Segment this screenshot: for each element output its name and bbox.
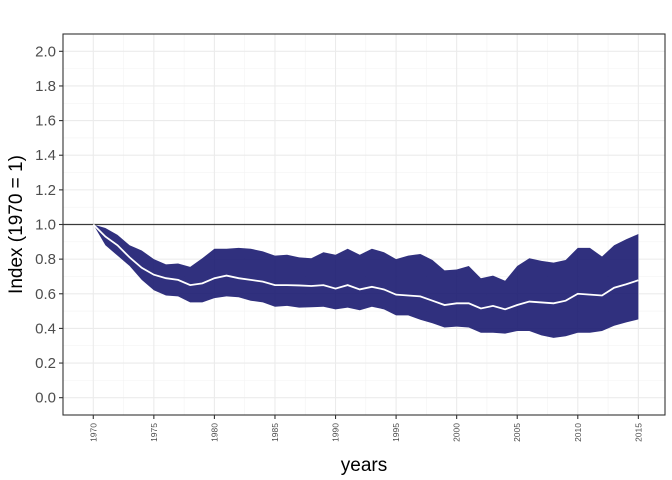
x-tick-label: 2005 — [512, 423, 522, 442]
y-tick-label: 1.0 — [35, 217, 56, 234]
x-axis: 1970 1975 1980 1985 1990 1995 2000 2005 2010 2015 — [88, 415, 643, 442]
x-tick-label: 1985 — [270, 423, 280, 442]
y-tick-label: 0.4 — [35, 320, 56, 337]
x-tick-label: 1995 — [391, 423, 401, 442]
y-tick-label: 1.6 — [35, 113, 56, 130]
y-axis-title: Index (1970 = 1) — [6, 155, 27, 294]
x-axis-title: years — [341, 455, 387, 476]
y-tick-label: 0.6 — [35, 286, 56, 303]
y-tick-label: 1.4 — [35, 147, 56, 164]
x-tick-label: 1975 — [149, 423, 159, 442]
y-tick-label: 1.2 — [35, 182, 56, 199]
x-tick-label: 2000 — [452, 423, 462, 442]
confidence-band — [93, 224, 639, 338]
y-tick-label: 2.0 — [35, 43, 56, 60]
y-tick-label: 0.0 — [35, 390, 56, 407]
y-tick-label: 0.8 — [35, 251, 56, 268]
y-tick-label: 0.2 — [35, 355, 56, 372]
x-tick-label: 2010 — [573, 423, 583, 442]
x-tick-label: 1990 — [331, 423, 341, 442]
y-axis: 0.0 0.2 0.4 0.6 0.8 1.0 1.2 1.4 1.6 1.8 2.0 — [35, 43, 63, 407]
index-line — [92, 223, 639, 311]
x-tick-label: 1980 — [209, 423, 219, 442]
x-tick-label: 2015 — [633, 423, 643, 442]
y-tick-label: 1.8 — [35, 78, 56, 95]
x-tick-label: 1970 — [88, 423, 98, 442]
